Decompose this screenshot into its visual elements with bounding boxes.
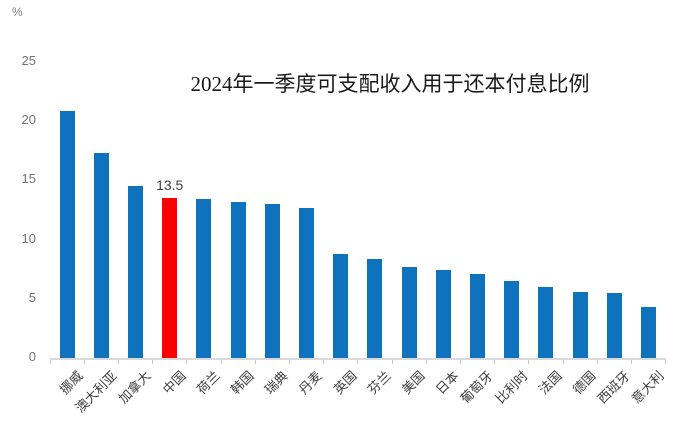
- y-tick-label-20: 20: [21, 112, 36, 128]
- y-tick-label-15: 15: [21, 171, 36, 187]
- bar-加拿大: [128, 186, 143, 358]
- bar-葡萄牙: [470, 273, 485, 358]
- x-category-label-西班牙: 西班牙: [594, 368, 634, 407]
- x-category-label-葡萄牙: 葡萄牙: [458, 368, 497, 407]
- bar-法国: [538, 286, 554, 358]
- bar-澳大利亚: [93, 153, 109, 358]
- chart-title: 2024年一季度可支配收入用于还本付息比例: [190, 72, 590, 96]
- x-axis-tick: [357, 360, 359, 364]
- bar-瑞典: [264, 204, 280, 358]
- x-axis-line: [50, 358, 666, 360]
- x-category-label-法国: 法国: [535, 368, 565, 398]
- plot-area: [49, 62, 667, 364]
- highlight-value-label: 13.5: [156, 177, 184, 194]
- bar-丹麦: [299, 207, 314, 358]
- x-category-label-荷兰: 荷兰: [193, 368, 223, 398]
- x-axis-tick: [528, 360, 530, 364]
- x-axis-tick: [49, 360, 51, 364]
- bar-荷兰: [196, 199, 212, 358]
- bar-英国: [333, 253, 349, 358]
- x-axis-tick: [152, 360, 154, 364]
- x-category-label-韩国: 韩国: [227, 368, 257, 398]
- x-category-label-瑞典: 瑞典: [262, 368, 292, 398]
- y-tick-label-0: 0: [28, 349, 36, 364]
- bar-挪威: [59, 110, 75, 358]
- bar-韩国: [230, 201, 246, 358]
- x-category-label-芬兰: 芬兰: [364, 368, 394, 398]
- y-tick-label-10: 10: [21, 230, 36, 246]
- x-axis-tick: [186, 360, 188, 364]
- x-axis-tick: [254, 360, 256, 364]
- bar-德国: [572, 291, 588, 358]
- x-axis-tick: [288, 360, 290, 364]
- x-category-label-加拿大: 加拿大: [116, 368, 155, 407]
- x-axis-tick: [665, 360, 667, 364]
- bar-西班牙: [606, 292, 622, 358]
- bar-美国: [401, 266, 417, 358]
- x-axis-tick: [117, 360, 119, 364]
- y-axis-unit-label: %: [12, 5, 23, 19]
- x-axis-tick: [596, 360, 598, 364]
- x-category-label-美国: 美国: [398, 368, 428, 398]
- x-category-label-意大利: 意大利: [629, 368, 668, 407]
- x-category-label-丹麦: 丹麦: [296, 368, 326, 398]
- bar-比利时: [504, 281, 520, 358]
- bar-日本: [435, 270, 451, 358]
- x-axis-tick: [323, 360, 325, 364]
- x-axis-tick: [220, 360, 222, 364]
- x-category-label-比利时: 比利时: [492, 368, 531, 407]
- y-tick-label-25: 25: [21, 53, 36, 68]
- x-category-label-英国: 英国: [330, 368, 360, 398]
- x-axis-tick: [425, 360, 427, 364]
- x-axis-tick: [459, 360, 461, 364]
- x-category-label-中国: 中国: [159, 368, 189, 398]
- x-axis-tick: [391, 360, 393, 364]
- x-axis-tick: [83, 360, 85, 364]
- x-axis-tick: [494, 360, 496, 364]
- bar-芬兰: [367, 258, 383, 358]
- y-tick-label-5: 5: [28, 289, 36, 305]
- bar-意大利: [641, 307, 656, 358]
- x-axis-tick: [630, 360, 632, 364]
- x-axis-tick: [562, 360, 564, 364]
- bar-中国: [162, 198, 178, 358]
